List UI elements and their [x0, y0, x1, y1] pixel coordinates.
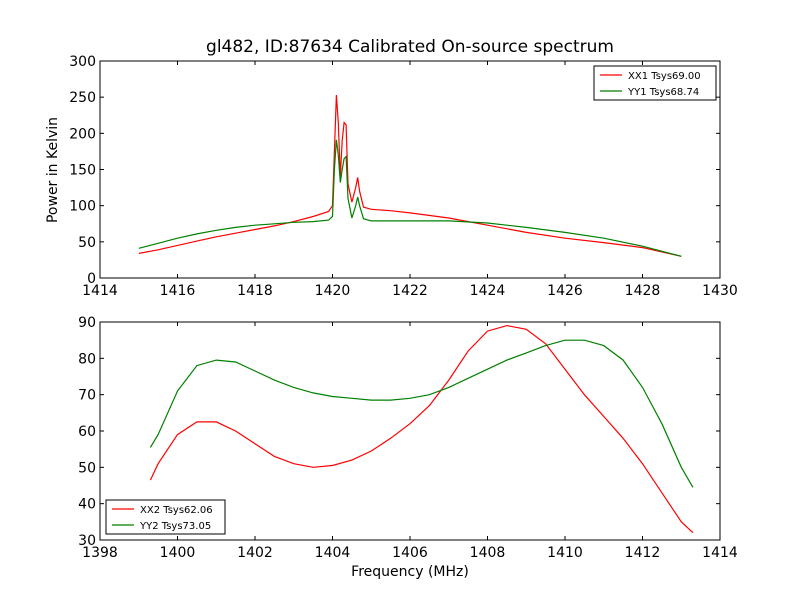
bottom-x-tick-label: 1402 — [237, 545, 273, 561]
bottom-x-tick-label: 1412 — [625, 545, 661, 561]
bottom-x-tick-label: 1398 — [82, 545, 118, 561]
top-y-tick-label: 200 — [69, 126, 96, 142]
bottom-x-tick-label: 1408 — [470, 545, 506, 561]
top-x-tick-label: 1430 — [702, 283, 738, 299]
bottom-x-tick-label: 1414 — [702, 545, 738, 561]
top-x-tick-label: 1424 — [470, 283, 506, 299]
top-series-red-line — [138, 94, 682, 257]
chart-title: gl482, ID:87634 Calibrated On-source spe… — [206, 37, 614, 57]
top-x-tick-label: 1428 — [625, 283, 661, 299]
x-axis-label: Frequency (MHz) — [351, 564, 469, 580]
top-y-tick-label: 250 — [69, 90, 96, 106]
bottom-y-tick-label: 30 — [78, 533, 96, 549]
top-legend-box — [593, 65, 717, 101]
top-x-tick-label: 1418 — [237, 283, 273, 299]
top-x-tick-label: 1426 — [547, 283, 583, 299]
bottom-legend-label-yy2: YY2 Tsys73.05 — [139, 521, 211, 532]
top-x-tick-label: 1414 — [82, 283, 118, 299]
top-y-tick-label: 50 — [78, 235, 96, 251]
bottom-x-tick-label: 1406 — [392, 545, 428, 561]
top-x-tick-label: 1422 — [392, 283, 428, 299]
top-y-tick-label: 100 — [69, 199, 96, 215]
top-x-tick-label: 1420 — [315, 283, 351, 299]
bottom-panel: 1398 1400 1402 1404 1406 1408 1410 1412 1414 30 40… — [78, 315, 738, 580]
top-x-tick-label: 1416 — [160, 283, 196, 299]
top-y-tick-label: 300 — [69, 54, 96, 70]
bottom-series-green-line — [149, 339, 694, 488]
top-y-tick-label: 150 — [69, 163, 96, 179]
bottom-plot-area: 1398 1400 1402 1404 1406 1408 1410 1412 1414 30 40… — [78, 315, 738, 561]
top-legend-label-xx1: XX1 Tsys69.00 — [628, 71, 701, 82]
bottom-y-tick-label: 70 — [78, 388, 96, 404]
top-y-axis-label: Power in Kelvin — [45, 117, 61, 223]
bottom-legend: XX2 Tsys62.06 YY2 Tsys73.05 — [105, 499, 226, 535]
bottom-x-tick-label: 1400 — [160, 545, 196, 561]
bottom-y-tick-label: 40 — [78, 497, 96, 513]
bottom-y-tick-label: 60 — [78, 424, 96, 440]
bottom-legend-label-xx2: XX2 Tsys62.06 — [140, 505, 213, 516]
top-panel: 1414 1416 1418 1420 1422 1424 1426 1428 1430 0 50 1… — [45, 54, 738, 299]
top-legend: XX1 Tsys69.00 YY1 Tsys68.74 — [593, 65, 717, 101]
bottom-y-tick-label: 50 — [78, 460, 96, 476]
bottom-legend-box — [105, 499, 226, 535]
bottom-y-tick-label: 90 — [78, 315, 96, 331]
bottom-series-red-line — [149, 324, 694, 534]
top-legend-label-yy1: YY1 Tsys68.74 — [627, 87, 699, 98]
bottom-x-tick-label: 1404 — [315, 545, 351, 561]
bottom-y-tick-label: 80 — [78, 351, 96, 367]
top-series-green-line — [138, 139, 682, 257]
top-y-tick-label: 0 — [87, 271, 96, 287]
top-plot-area: 1414 1416 1418 1420 1422 1424 1426 1428 1430 0 50 1… — [69, 54, 738, 299]
bottom-x-tick-label: 1410 — [547, 545, 583, 561]
